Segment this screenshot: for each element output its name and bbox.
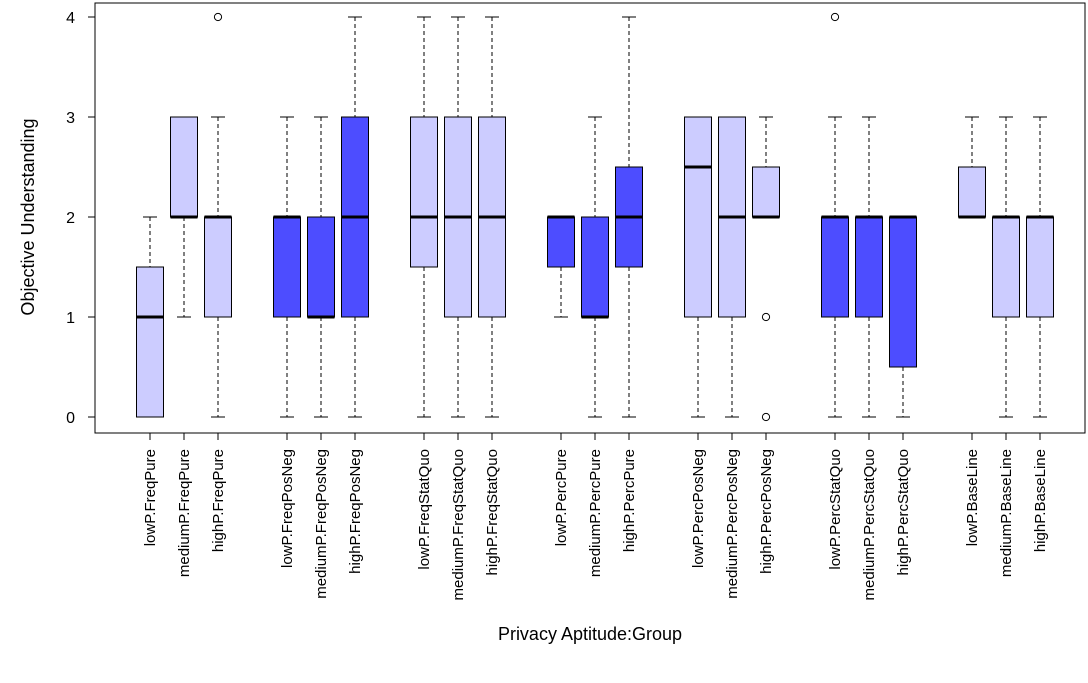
x-tick-label: mediumP.PercPosNeg bbox=[724, 449, 741, 599]
box-lowP.FreqPure bbox=[136, 216, 164, 418]
x-tick-label: lowP.PercStatQuo bbox=[827, 449, 844, 570]
plot-border bbox=[94, 2, 1086, 434]
box-highP.PercPure bbox=[615, 16, 643, 418]
x-tick-label: mediumP.FreqPure bbox=[176, 449, 193, 577]
box-highP.PercPosNeg bbox=[752, 116, 780, 422]
box-highP.BaseLine bbox=[1026, 116, 1054, 418]
iqr-box bbox=[889, 216, 917, 368]
box-mediumP.FreqPosNeg bbox=[307, 116, 335, 418]
boxes bbox=[136, 12, 1054, 422]
y-tick-label: 0 bbox=[66, 410, 75, 427]
box-mediumP.FreqStatQuo bbox=[444, 16, 472, 418]
box-mediumP.BaseLine bbox=[992, 116, 1020, 418]
box-highP.FreqPosNeg bbox=[341, 16, 369, 418]
x-tick-label: highP.BaseLine bbox=[1032, 449, 1049, 552]
y-tick-label: 3 bbox=[66, 110, 75, 127]
y-tick-label: 4 bbox=[66, 10, 75, 27]
box-lowP.FreqPosNeg bbox=[273, 116, 301, 418]
iqr-box bbox=[204, 216, 232, 318]
x-tick-label: highP.PercPure bbox=[621, 449, 638, 552]
iqr-box bbox=[273, 216, 301, 318]
box-lowP.FreqStatQuo bbox=[410, 16, 438, 418]
x-tick-label: mediumP.PercStatQuo bbox=[861, 449, 878, 600]
iqr-box bbox=[136, 266, 164, 418]
iqr-box bbox=[170, 116, 198, 218]
iqr-box bbox=[547, 216, 575, 268]
x-tick-label: highP.PercPosNeg bbox=[758, 449, 775, 574]
x-tick-label: lowP.PercPure bbox=[553, 449, 570, 546]
box-highP.FreqStatQuo bbox=[478, 16, 506, 418]
outlier-point bbox=[761, 312, 771, 322]
x-tick-label: highP.FreqPure bbox=[210, 449, 227, 552]
x-tick-label: highP.PercStatQuo bbox=[895, 449, 912, 575]
box-mediumP.PercStatQuo bbox=[855, 116, 883, 418]
outlier-point bbox=[761, 412, 771, 422]
iqr-box bbox=[958, 166, 986, 218]
iqr-box bbox=[684, 116, 712, 318]
box-highP.FreqPure bbox=[204, 12, 232, 418]
x-tick-label: lowP.FreqPure bbox=[142, 449, 159, 546]
x-tick-label: lowP.BaseLine bbox=[964, 449, 981, 546]
x-axis: lowP.FreqPure mediumP.FreqPure highP.FreqP… bbox=[142, 433, 1049, 600]
box-lowP.PercStatQuo bbox=[821, 12, 849, 418]
iqr-box bbox=[752, 166, 780, 218]
x-tick-label: mediumP.PercPure bbox=[587, 449, 604, 577]
x-tick-label: lowP.FreqStatQuo bbox=[416, 449, 433, 570]
x-tick-label: mediumP.BaseLine bbox=[998, 449, 1015, 577]
iqr-box bbox=[992, 216, 1020, 318]
x-tick-label: lowP.FreqPosNeg bbox=[279, 449, 296, 568]
box-lowP.PercPure bbox=[547, 215, 575, 318]
box-highP.PercStatQuo bbox=[889, 215, 917, 418]
iqr-box bbox=[410, 116, 438, 268]
x-tick-label: mediumP.FreqStatQuo bbox=[450, 449, 467, 600]
box-mediumP.PercPosNeg bbox=[718, 116, 746, 418]
outlier-point bbox=[213, 12, 223, 22]
iqr-box bbox=[1026, 216, 1054, 318]
x-tick-label: lowP.PercPosNeg bbox=[690, 449, 707, 568]
iqr-box bbox=[855, 216, 883, 318]
y-axis-label: Objective Understanding bbox=[18, 118, 38, 315]
iqr-box bbox=[821, 216, 849, 318]
x-tick-label: highP.FreqStatQuo bbox=[484, 449, 501, 575]
y-tick-label: 2 bbox=[66, 210, 75, 227]
x-axis-label: Privacy Aptitude:Group bbox=[498, 624, 682, 644]
x-tick-label: highP.FreqPosNeg bbox=[347, 449, 364, 574]
box-lowP.BaseLine bbox=[958, 116, 986, 219]
y-tick-label: 1 bbox=[66, 310, 75, 327]
iqr-box bbox=[581, 216, 609, 318]
box-mediumP.FreqPure bbox=[170, 116, 198, 318]
box-lowP.PercPosNeg bbox=[684, 116, 712, 418]
box-mediumP.PercPure bbox=[581, 116, 609, 418]
iqr-box bbox=[307, 216, 335, 318]
outlier-point bbox=[830, 12, 840, 22]
y-axis: 0 1 2 3 4 bbox=[66, 10, 95, 427]
plot-frame bbox=[94, 2, 1086, 434]
x-tick-label: mediumP.FreqPosNeg bbox=[313, 449, 330, 599]
